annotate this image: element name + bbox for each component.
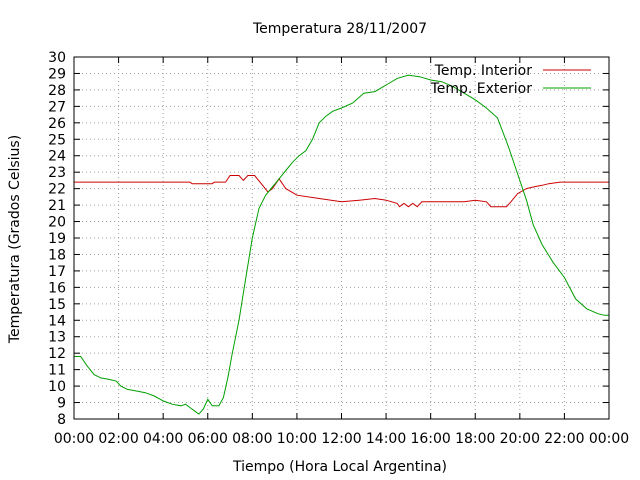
y-tick-label: 24 [48,149,66,165]
grid-lines [74,57,609,419]
y-axis-label: Temperatura (Grados Celsius) [7,135,23,344]
y-tick-label: 28 [48,83,66,99]
y-tick-label: 27 [48,99,66,115]
y-tick-label: 18 [48,247,66,263]
axis-ticks [73,56,610,420]
series-line-interior [74,175,609,208]
x-tick-label: 16:00 [410,431,450,447]
y-tick-label: 13 [48,330,66,346]
y-tick-label: 30 [48,50,66,66]
y-tick-label: 9 [57,396,66,412]
y-tick-label: 11 [48,363,66,379]
legend: Temp. Interior Temp. Exterior [430,63,591,97]
x-tick-label: 04:00 [143,431,183,447]
y-tick-label: 14 [48,313,66,329]
legend-label: Temp. Interior [434,63,533,79]
x-tick-label: 02:00 [98,431,138,447]
x-tick-label: 12:00 [321,431,361,447]
x-axis-label: Tiempo (Hora Local Argentina) [232,459,447,475]
y-tick-label: 19 [48,231,66,247]
x-tick-label: 06:00 [188,431,228,447]
y-tick-label: 22 [48,182,66,198]
x-tick-label: 18:00 [455,431,495,447]
y-tick-label: 23 [48,165,66,181]
y-tick-label: 17 [48,264,66,280]
series-layer [74,74,609,415]
y-tick-label: 26 [48,116,66,132]
x-tick-label: 10:00 [277,431,317,447]
y-tick-label: 15 [48,297,66,313]
plot-frame [73,56,610,420]
x-axis-tick-labels: 00:00 02:00 04:00 06:00 08:00 10:00 12:00 14:00… [54,431,629,447]
y-axis-tick-labels: 8910111213141516171819202122232425262728… [48,50,66,428]
legend-label: Temp. Exterior [430,81,533,97]
x-tick-label: 20:00 [500,431,540,447]
y-tick-label: 16 [48,280,66,296]
y-tick-label: 12 [48,346,66,362]
x-tick-label: 00:00 [54,431,94,447]
y-tick-label: 29 [48,66,66,82]
x-tick-label: 14:00 [366,431,406,447]
y-tick-label: 10 [48,379,66,395]
y-tick-label: 21 [48,198,66,214]
chart-title: Temperatura 28/11/2007 [252,21,427,37]
y-tick-label: 20 [48,215,66,231]
x-tick-label: 08:00 [232,431,272,447]
y-tick-label: 8 [57,412,66,428]
x-tick-label: 22:00 [544,431,584,447]
x-tick-label: 00:00 [589,431,629,447]
y-tick-label: 25 [48,132,66,148]
series-line-exterior [74,74,609,415]
